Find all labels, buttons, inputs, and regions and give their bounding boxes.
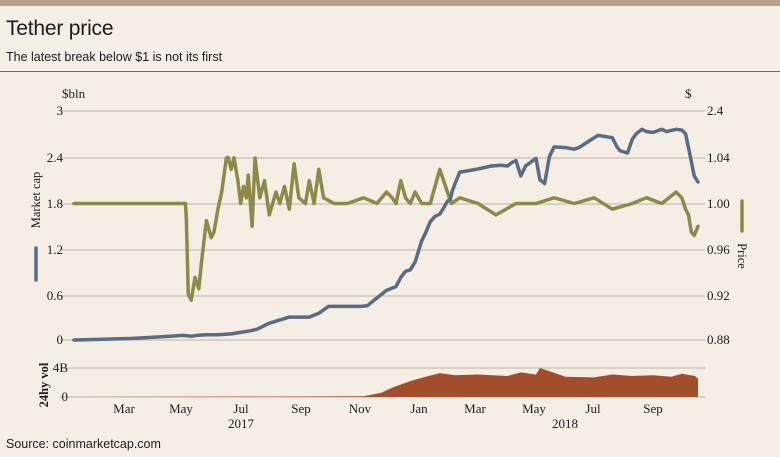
price-label: Price: [735, 243, 749, 269]
right-tick: 0.96: [707, 242, 730, 257]
market-cap-label: Market cap: [29, 172, 43, 229]
gridlines: [60, 110, 705, 398]
right-tick: 1.00: [707, 196, 730, 211]
source-note: Source: coinmarketcap.com: [6, 437, 161, 451]
x-year-labels: 2017 2018: [228, 416, 578, 431]
chart-title: Tether price: [6, 17, 114, 40]
x-tick-label: Jul: [585, 401, 601, 416]
left-ticks: 3 2.4 1.8 1.2 0.6 0: [47, 103, 64, 347]
volume-layer: [74, 368, 698, 397]
lines-layer: [72, 127, 700, 342]
market-cap-line: [72, 127, 700, 342]
volume-axis-label: 24hy vol: [37, 362, 51, 407]
right-tick: 0.88: [707, 332, 730, 347]
price-axis-label: Price: [735, 199, 749, 269]
volume-tick: 4B: [53, 360, 69, 375]
x-tick-label: Jan: [410, 401, 428, 416]
x-month-labels: Mar May Jul Sep Nov Jan Mar May Jul Sep: [113, 401, 663, 416]
top-accent-bar: [0, 0, 780, 6]
x-tick-label: May: [522, 401, 546, 416]
chart-subtitle: The latest break below $1 is not its fir…: [6, 50, 223, 64]
left-tick: 1.2: [47, 242, 63, 257]
x-tick-label: Sep: [643, 401, 663, 416]
right-tick: 1.04: [707, 150, 730, 165]
x-tick-label: May: [169, 401, 193, 416]
right-axis-unit: $: [685, 86, 692, 101]
x-tick-label: Jul: [233, 401, 249, 416]
left-tick: 3: [57, 103, 64, 118]
volume-area: [74, 368, 698, 397]
x-year-label: 2018: [552, 416, 578, 431]
left-axis-unit: $bln: [62, 86, 86, 101]
x-year-label: 2017: [228, 416, 255, 431]
x-tick-label: Mar: [464, 401, 486, 416]
left-tick: 2.4: [47, 150, 64, 165]
price-line: [72, 155, 700, 302]
right-ticks: 2.4 1.04 1.00 0.96 0.92 0.88: [707, 103, 730, 347]
volume-tick: 0: [62, 389, 69, 404]
x-tick-label: Sep: [291, 401, 311, 416]
header-rule: [0, 71, 780, 72]
right-tick: 0.92: [707, 288, 730, 303]
x-tick-label: Mar: [113, 401, 135, 416]
left-tick: 0.6: [47, 288, 64, 303]
volume-ticks: 4B 0: [53, 360, 69, 404]
right-tick: 2.4: [707, 103, 724, 118]
left-tick: 1.8: [47, 196, 63, 211]
left-tick: 0: [57, 332, 64, 347]
x-tick-label: Nov: [349, 401, 372, 416]
market-cap-axis-label: Market cap: [29, 172, 43, 282]
